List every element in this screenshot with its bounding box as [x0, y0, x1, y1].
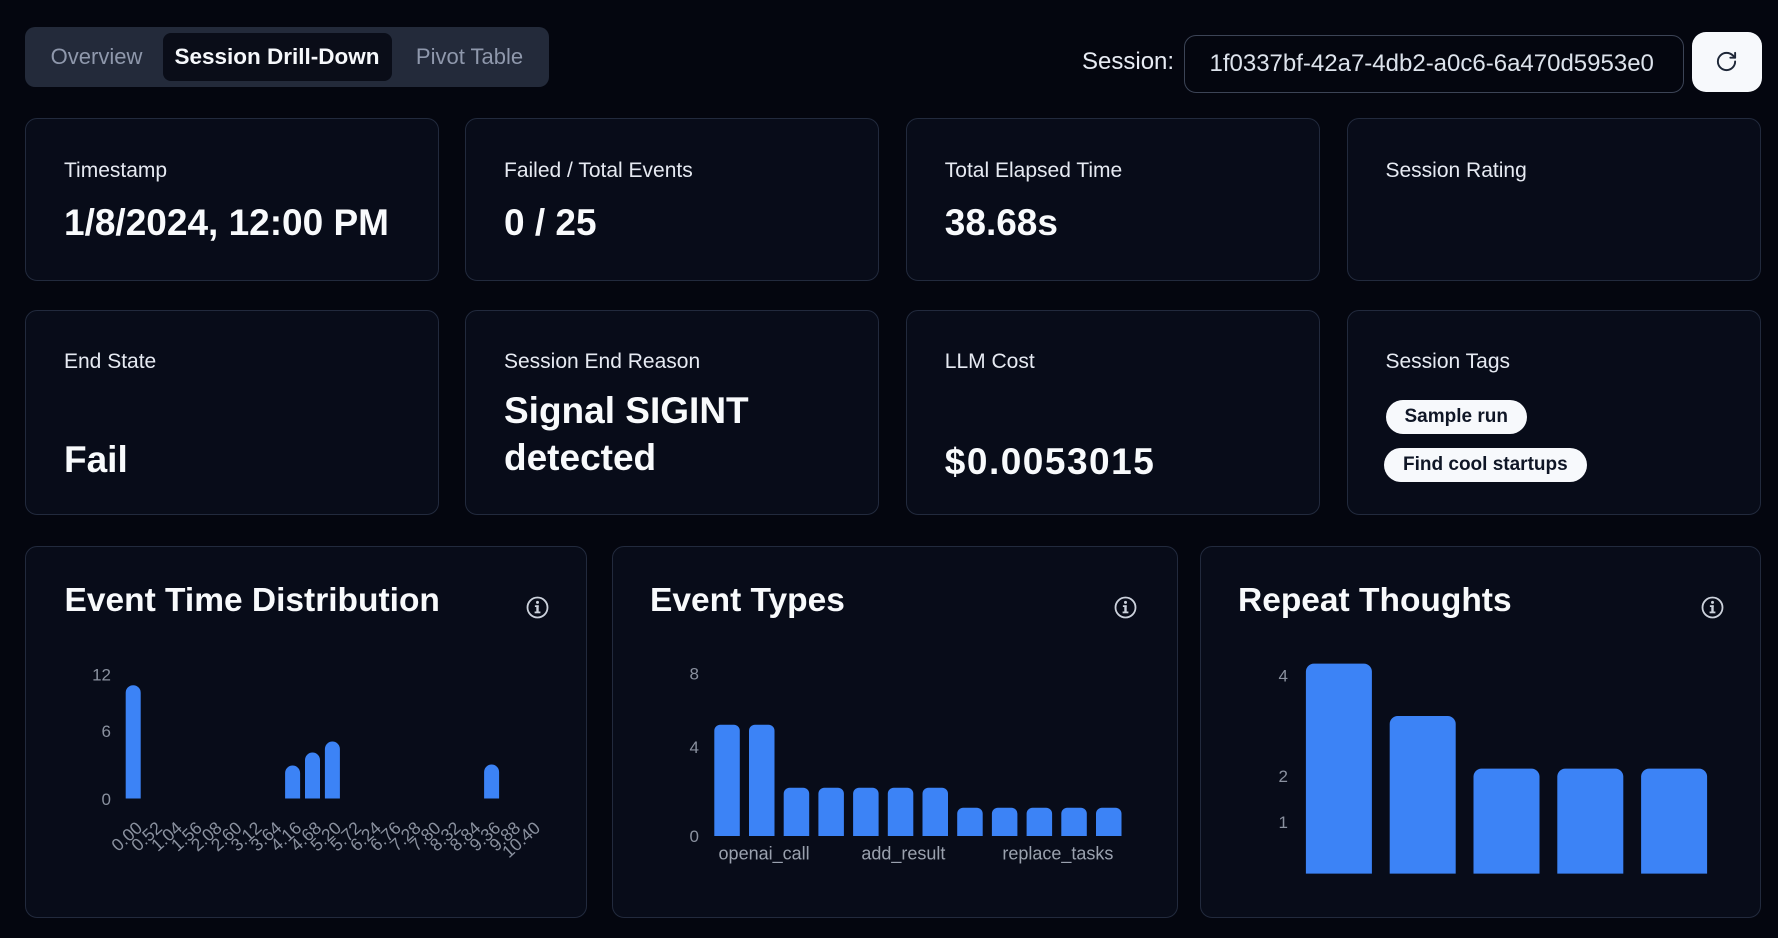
svg-text:0: 0 [101, 790, 110, 809]
svg-text:12: 12 [92, 666, 111, 685]
svg-text:add_result: add_result [862, 843, 946, 864]
svg-text:2: 2 [1279, 767, 1288, 786]
svg-text:1: 1 [1279, 813, 1288, 832]
svg-text:openai_call: openai_call [719, 843, 810, 864]
svg-text:0: 0 [690, 827, 699, 846]
svg-text:replace_tasks: replace_tasks [1003, 843, 1114, 864]
svg-text:6: 6 [101, 722, 110, 741]
svg-text:8: 8 [690, 665, 699, 684]
svg-text:4: 4 [1279, 666, 1288, 685]
svg-text:4: 4 [690, 738, 699, 757]
